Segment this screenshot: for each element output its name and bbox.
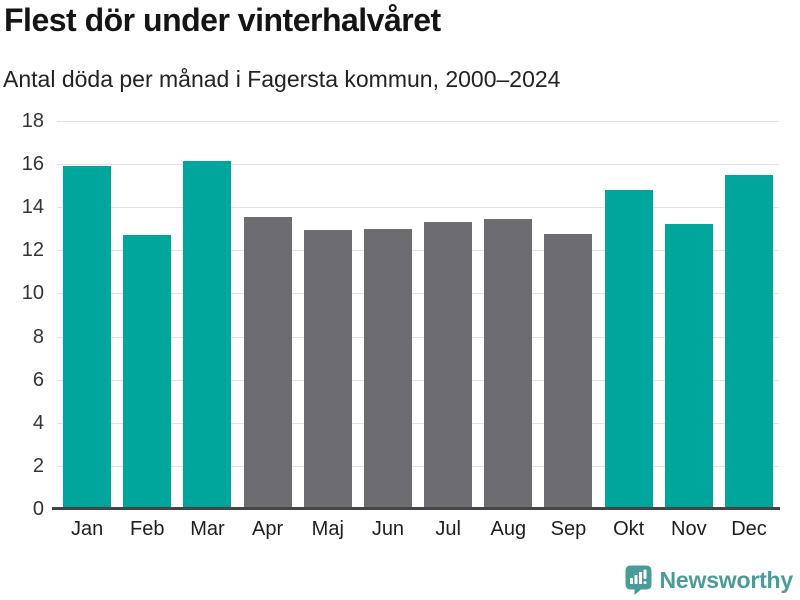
x-tick-label-apr: Apr (252, 518, 284, 540)
y-tick-label-16: 16 (21, 153, 44, 176)
y-tick-label-18: 18 (21, 110, 44, 132)
y-tick-label-12: 12 (21, 239, 44, 262)
gridline-y-8 (57, 336, 779, 338)
x-axis: Jan Feb Mar Apr Maj Jun Jul Aug Sep Okt Nov Dec (57, 516, 779, 542)
gridline-y-16 (57, 164, 779, 166)
bar-aug (484, 219, 533, 509)
x-tick-label-dec: Dec (731, 518, 767, 540)
gridline-y-6 (57, 379, 779, 381)
bar-dec (724, 174, 773, 509)
x-axis-baseline (52, 507, 780, 510)
x-tick-label-sep: Sep (550, 518, 587, 540)
bar-sep (544, 234, 593, 509)
newsworthy-speech-bubble-bar-chart-icon (625, 565, 652, 595)
x-tick-label-okt: Okt (613, 518, 645, 540)
bar-slot-aug (478, 121, 538, 509)
bar-slot-maj (298, 121, 358, 509)
x-tick-label-maj: Maj (311, 518, 344, 540)
y-tick-label-8: 8 (32, 325, 44, 348)
y-tick-label-10: 10 (21, 282, 44, 305)
bar-slot-sep (538, 121, 598, 509)
bar-slot-jan (57, 121, 117, 509)
bar-slot-nov (659, 121, 719, 509)
bar-maj (303, 229, 352, 509)
gridline-y-2 (57, 465, 779, 467)
y-tick-label-14: 14 (21, 196, 44, 219)
chart-title: Flest dör under vinterhalvåret (4, 2, 441, 38)
gridline-y-10 (57, 293, 779, 295)
bar-slot-mar (177, 121, 237, 509)
gridline-y-14 (57, 207, 779, 209)
chart-subtitle: Antal döda per månad i Fagersta kommun, … (3, 66, 561, 92)
bar-slot-apr (238, 121, 298, 509)
bar-jun (363, 228, 412, 509)
newsworthy-wordmark: Newsworthy (659, 566, 794, 593)
y-tick-label-6: 6 (32, 368, 44, 391)
y-tick-label-0: 0 (32, 498, 44, 520)
bar-feb (123, 235, 172, 509)
x-tick-label-jan: Jan (70, 518, 104, 540)
y-tick-label-2: 2 (32, 454, 44, 477)
x-tick-label-nov: Nov (671, 518, 707, 540)
x-tick-label-jul: Jul (435, 518, 461, 540)
bar-jan (63, 166, 112, 509)
bar-okt (604, 189, 653, 509)
bar-jul (424, 222, 473, 509)
bar-slot-feb (117, 121, 177, 509)
bar-slot-okt (599, 121, 659, 509)
bar-series (57, 121, 779, 509)
newsworthy-logo: Newsworthy (625, 565, 793, 595)
bar-slot-jun (358, 121, 418, 509)
gridline-y-18 (57, 121, 779, 122)
bar-apr (243, 216, 292, 509)
bar-slot-dec (719, 121, 779, 509)
gridline-y-12 (57, 250, 779, 252)
gridline-y-4 (57, 422, 779, 424)
plot-area (52, 121, 780, 510)
x-tick-label-jun: Jun (371, 518, 405, 540)
x-tick-label-feb: Feb (130, 518, 165, 540)
bar-nov (664, 224, 713, 509)
x-tick-label-aug: Aug (490, 518, 527, 540)
bar-mar (183, 160, 232, 509)
x-tick-label-mar: Mar (190, 518, 225, 540)
bar-slot-jul (418, 121, 478, 509)
y-tick-label-4: 4 (32, 411, 44, 434)
